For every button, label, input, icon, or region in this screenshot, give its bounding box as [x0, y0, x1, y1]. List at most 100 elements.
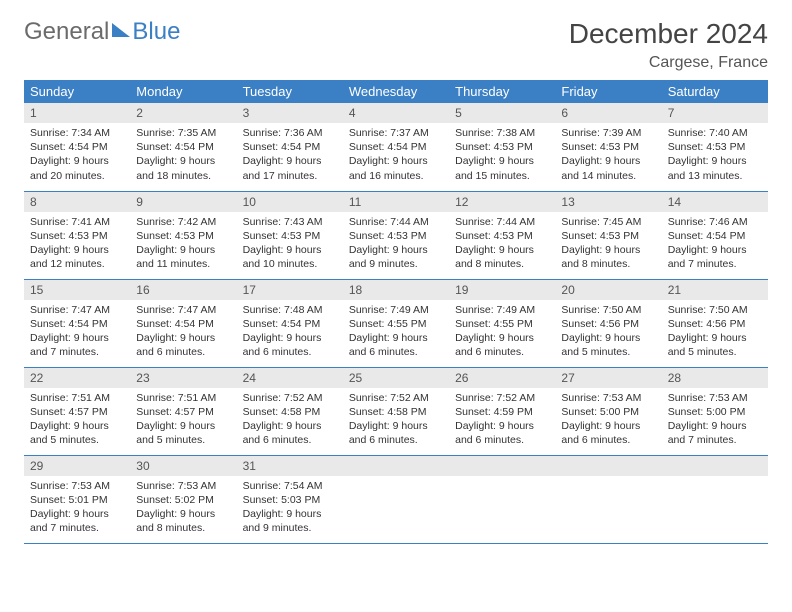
day-number: 26 — [449, 368, 555, 388]
day-number: 31 — [237, 456, 343, 476]
day-details: Sunrise: 7:42 AMSunset: 4:53 PMDaylight:… — [130, 212, 236, 278]
sunrise-text: Sunrise: 7:34 AM — [30, 126, 124, 140]
calendar-cell: 15Sunrise: 7:47 AMSunset: 4:54 PMDayligh… — [24, 279, 130, 367]
day-number: 12 — [449, 192, 555, 212]
calendar-cell: 30Sunrise: 7:53 AMSunset: 5:02 PMDayligh… — [130, 455, 236, 543]
day-number: 6 — [555, 103, 661, 123]
day-number: 27 — [555, 368, 661, 388]
day-details: Sunrise: 7:53 AMSunset: 5:02 PMDaylight:… — [130, 476, 236, 542]
calendar-cell: 6Sunrise: 7:39 AMSunset: 4:53 PMDaylight… — [555, 103, 661, 191]
day-details: Sunrise: 7:44 AMSunset: 4:53 PMDaylight:… — [449, 212, 555, 278]
calendar-cell: 22Sunrise: 7:51 AMSunset: 4:57 PMDayligh… — [24, 367, 130, 455]
day-details — [343, 476, 449, 536]
day-details: Sunrise: 7:50 AMSunset: 4:56 PMDaylight:… — [662, 300, 768, 366]
daylight-text: Daylight: 9 hours and 6 minutes. — [243, 331, 337, 359]
calendar-cell: 27Sunrise: 7:53 AMSunset: 5:00 PMDayligh… — [555, 367, 661, 455]
sunset-text: Sunset: 4:54 PM — [136, 140, 230, 154]
calendar-row: 22Sunrise: 7:51 AMSunset: 4:57 PMDayligh… — [24, 367, 768, 455]
month-title: December 2024 — [569, 18, 768, 50]
calendar-cell: 21Sunrise: 7:50 AMSunset: 4:56 PMDayligh… — [662, 279, 768, 367]
dow-tuesday: Tuesday — [237, 80, 343, 103]
day-number: 13 — [555, 192, 661, 212]
sunrise-text: Sunrise: 7:50 AM — [561, 303, 655, 317]
daylight-text: Daylight: 9 hours and 7 minutes. — [668, 419, 762, 447]
daylight-text: Daylight: 9 hours and 6 minutes. — [455, 419, 549, 447]
sunset-text: Sunset: 4:54 PM — [30, 317, 124, 331]
calendar-cell: 28Sunrise: 7:53 AMSunset: 5:00 PMDayligh… — [662, 367, 768, 455]
day-number: 25 — [343, 368, 449, 388]
brand-logo: General Blue — [24, 18, 180, 46]
day-number: 8 — [24, 192, 130, 212]
day-details: Sunrise: 7:36 AMSunset: 4:54 PMDaylight:… — [237, 123, 343, 189]
sunset-text: Sunset: 4:54 PM — [136, 317, 230, 331]
day-details: Sunrise: 7:47 AMSunset: 4:54 PMDaylight:… — [24, 300, 130, 366]
sunset-text: Sunset: 4:56 PM — [668, 317, 762, 331]
sunset-text: Sunset: 5:02 PM — [136, 493, 230, 507]
day-details: Sunrise: 7:53 AMSunset: 5:00 PMDaylight:… — [555, 388, 661, 454]
sunrise-text: Sunrise: 7:44 AM — [455, 215, 549, 229]
calendar-cell: 31Sunrise: 7:54 AMSunset: 5:03 PMDayligh… — [237, 455, 343, 543]
sunrise-text: Sunrise: 7:37 AM — [349, 126, 443, 140]
day-number — [555, 456, 661, 476]
calendar-table: Sunday Monday Tuesday Wednesday Thursday… — [24, 80, 768, 544]
sunset-text: Sunset: 4:54 PM — [349, 140, 443, 154]
sunrise-text: Sunrise: 7:47 AM — [136, 303, 230, 317]
daylight-text: Daylight: 9 hours and 12 minutes. — [30, 243, 124, 271]
sunset-text: Sunset: 4:55 PM — [349, 317, 443, 331]
sunrise-text: Sunrise: 7:46 AM — [668, 215, 762, 229]
day-number — [449, 456, 555, 476]
dow-thursday: Thursday — [449, 80, 555, 103]
daylight-text: Daylight: 9 hours and 5 minutes. — [668, 331, 762, 359]
sunset-text: Sunset: 4:54 PM — [30, 140, 124, 154]
daylight-text: Daylight: 9 hours and 7 minutes. — [668, 243, 762, 271]
sunrise-text: Sunrise: 7:54 AM — [243, 479, 337, 493]
day-details: Sunrise: 7:34 AMSunset: 4:54 PMDaylight:… — [24, 123, 130, 189]
sunrise-text: Sunrise: 7:51 AM — [30, 391, 124, 405]
day-number: 24 — [237, 368, 343, 388]
day-details — [662, 476, 768, 536]
day-number: 19 — [449, 280, 555, 300]
day-details — [555, 476, 661, 536]
day-number: 2 — [130, 103, 236, 123]
sunset-text: Sunset: 4:56 PM — [561, 317, 655, 331]
sunset-text: Sunset: 4:54 PM — [243, 140, 337, 154]
sunrise-text: Sunrise: 7:53 AM — [30, 479, 124, 493]
calendar-cell — [662, 455, 768, 543]
sunset-text: Sunset: 4:54 PM — [668, 229, 762, 243]
day-number: 30 — [130, 456, 236, 476]
daylight-text: Daylight: 9 hours and 16 minutes. — [349, 154, 443, 182]
sunrise-text: Sunrise: 7:38 AM — [455, 126, 549, 140]
daylight-text: Daylight: 9 hours and 6 minutes. — [136, 331, 230, 359]
day-details: Sunrise: 7:46 AMSunset: 4:54 PMDaylight:… — [662, 212, 768, 278]
daylight-text: Daylight: 9 hours and 5 minutes. — [561, 331, 655, 359]
daylight-text: Daylight: 9 hours and 7 minutes. — [30, 331, 124, 359]
calendar-cell: 3Sunrise: 7:36 AMSunset: 4:54 PMDaylight… — [237, 103, 343, 191]
sunset-text: Sunset: 4:57 PM — [136, 405, 230, 419]
sunrise-text: Sunrise: 7:44 AM — [349, 215, 443, 229]
calendar-cell: 23Sunrise: 7:51 AMSunset: 4:57 PMDayligh… — [130, 367, 236, 455]
calendar-cell: 17Sunrise: 7:48 AMSunset: 4:54 PMDayligh… — [237, 279, 343, 367]
day-number: 29 — [24, 456, 130, 476]
sunset-text: Sunset: 5:00 PM — [561, 405, 655, 419]
day-details: Sunrise: 7:49 AMSunset: 4:55 PMDaylight:… — [343, 300, 449, 366]
sunrise-text: Sunrise: 7:49 AM — [455, 303, 549, 317]
calendar-cell — [449, 455, 555, 543]
daylight-text: Daylight: 9 hours and 13 minutes. — [668, 154, 762, 182]
daylight-text: Daylight: 9 hours and 6 minutes. — [349, 331, 443, 359]
daylight-text: Daylight: 9 hours and 8 minutes. — [136, 507, 230, 535]
sunset-text: Sunset: 5:00 PM — [668, 405, 762, 419]
brand-part1: General — [24, 18, 109, 46]
calendar-cell — [555, 455, 661, 543]
day-details: Sunrise: 7:53 AMSunset: 5:01 PMDaylight:… — [24, 476, 130, 542]
sunrise-text: Sunrise: 7:50 AM — [668, 303, 762, 317]
day-number: 15 — [24, 280, 130, 300]
sunset-text: Sunset: 4:54 PM — [243, 317, 337, 331]
calendar-cell: 19Sunrise: 7:49 AMSunset: 4:55 PMDayligh… — [449, 279, 555, 367]
daylight-text: Daylight: 9 hours and 17 minutes. — [243, 154, 337, 182]
day-number: 4 — [343, 103, 449, 123]
calendar-cell: 7Sunrise: 7:40 AMSunset: 4:53 PMDaylight… — [662, 103, 768, 191]
sunset-text: Sunset: 4:53 PM — [243, 229, 337, 243]
sunrise-text: Sunrise: 7:53 AM — [136, 479, 230, 493]
day-number: 14 — [662, 192, 768, 212]
sunrise-text: Sunrise: 7:48 AM — [243, 303, 337, 317]
